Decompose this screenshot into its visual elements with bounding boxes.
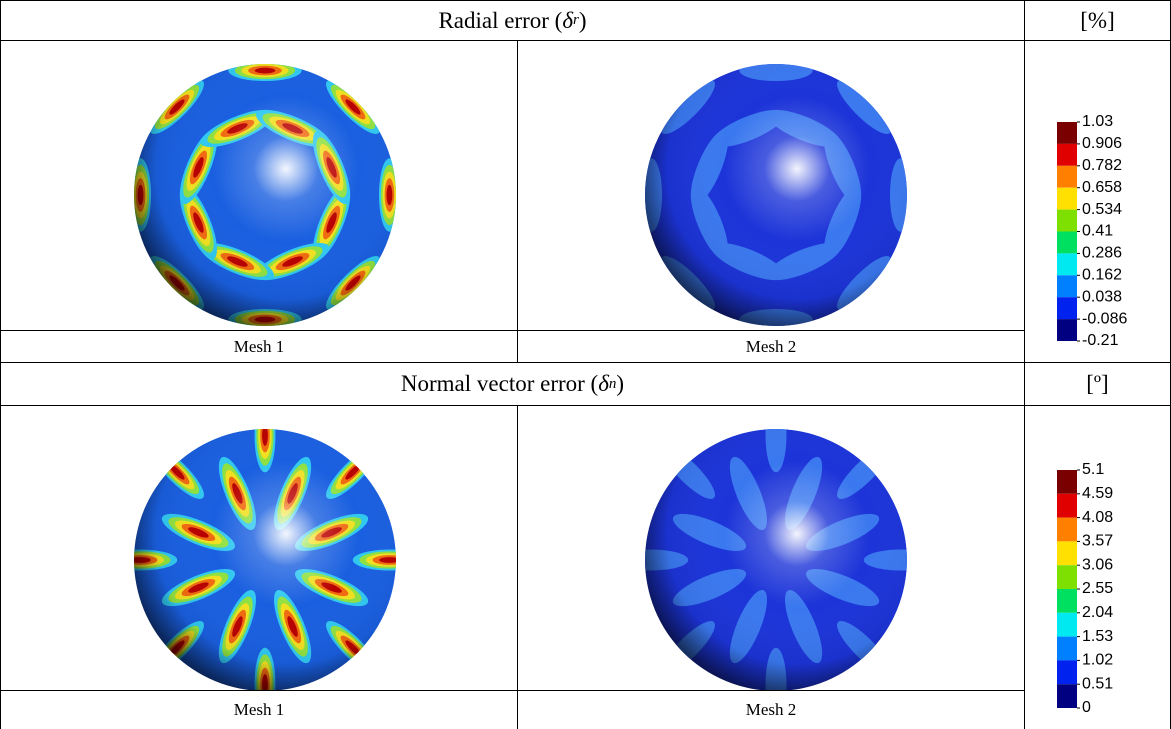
legend-label: 0.162 [1082,267,1122,284]
title-prefix: Radial error ( [438,8,562,34]
legend-swatch [1057,518,1077,542]
title-symbol: δ [562,8,573,34]
sphere-shading [134,64,396,326]
legend-label: 4.08 [1082,509,1113,526]
legend-swatch [1057,684,1077,708]
sphere-image [518,406,1026,692]
legend-swatch [1057,470,1077,494]
legend-swatch [1057,660,1077,684]
legend-label: 0.286 [1082,245,1122,262]
legend-label: -0.086 [1082,310,1127,327]
image-cell [0,405,518,691]
sphere-image [518,41,1026,332]
unit: [º] [1024,362,1171,406]
legend-label: 0 [1082,699,1091,716]
legend-label: 2.04 [1082,604,1113,621]
title-suffix: ) [616,371,624,397]
legend: 1.03 0.906 0.782 0.658 0.534 0.41 0.286 0.162 0.… [1025,41,1171,364]
sphere-shading [134,429,396,691]
legend-swatch [1057,232,1077,254]
title-symbol: δ [598,371,609,397]
legend-swatch [1057,589,1077,613]
legend-label: 4.59 [1082,485,1113,502]
legend-swatch [1057,541,1077,565]
image-cell [517,405,1025,691]
legend-label: -0.21 [1082,332,1119,349]
legend-swatch [1057,166,1077,188]
legend-swatch [1057,613,1077,637]
legend-swatch [1057,210,1077,232]
legend-swatch [1057,494,1077,518]
legend-label: 0.038 [1082,288,1122,305]
mesh-label: Mesh 2 [517,690,1025,729]
legend-cell: 1.03 0.906 0.782 0.658 0.534 0.41 0.286 0.162 0.… [1024,40,1171,363]
title-subscript: n [609,376,617,393]
legend-cell: 5.1 4.59 4.08 3.57 3.06 2.55 2.04 1.53 1.02 0.51 0 [1024,405,1171,729]
legend: 5.1 4.59 4.08 3.57 3.06 2.55 2.04 1.53 1.02 0.51 0 [1025,406,1171,729]
mesh-label: Mesh 1 [0,690,518,729]
legend-label: 0.41 [1082,223,1113,240]
sphere-image [1,406,519,692]
legend-swatch [1057,122,1077,144]
legend-swatch [1057,319,1077,341]
legend-label: 1.03 [1082,113,1113,130]
title-suffix: ) [579,8,587,34]
legend-swatch [1057,144,1077,166]
sphere-shading [645,429,907,691]
legend-label: 3.57 [1082,533,1113,550]
title-prefix: Normal vector error ( [401,371,598,397]
legend-swatch [1057,253,1077,275]
mesh-label: Mesh 2 [517,330,1025,363]
legend-label: 3.06 [1082,556,1113,573]
legend-label: 5.1 [1082,461,1104,478]
mesh-label: Mesh 1 [0,330,518,363]
legend-swatch [1057,297,1077,319]
legend-swatch [1057,188,1077,210]
figure: Radial error (δr) [%] 1.03 0.906 0.782 0.65… [0,0,1171,729]
legend-label: 1.02 [1082,652,1113,669]
image-cell [517,40,1025,331]
legend-label: 2.55 [1082,580,1113,597]
legend-label: 0.534 [1082,201,1122,218]
legend-swatch [1057,275,1077,297]
legend-swatch [1057,565,1077,589]
legend-label: 0.51 [1082,675,1113,692]
unit: [%] [1024,0,1171,41]
sphere-image [1,41,519,332]
legend-label: 1.53 [1082,628,1113,645]
legend-label: 0.906 [1082,135,1122,152]
sphere-shading [645,64,907,326]
image-cell [0,40,518,331]
legend-label: 0.782 [1082,157,1122,174]
legend-label: 0.658 [1082,179,1122,196]
legend-swatch [1057,637,1077,661]
